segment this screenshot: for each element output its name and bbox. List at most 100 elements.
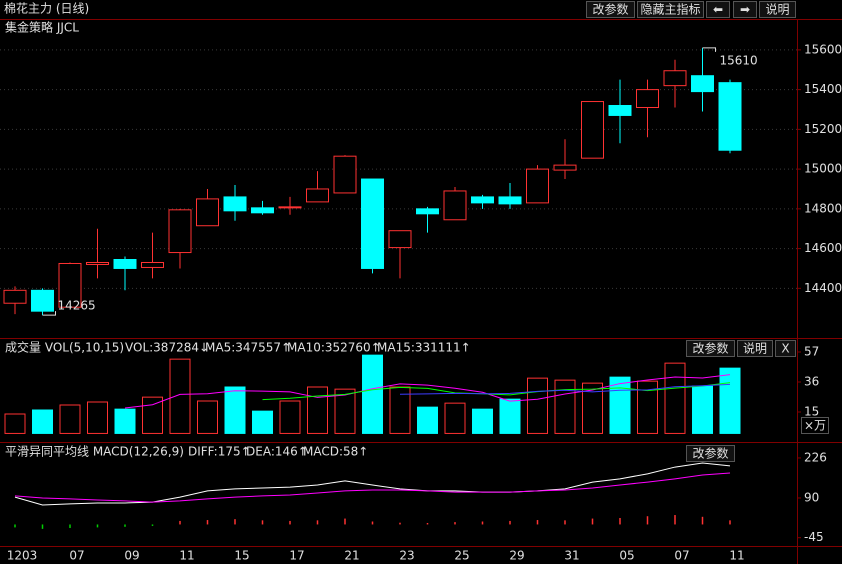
volume-bar xyxy=(169,358,191,434)
legend-entry: MA15:331111↑ xyxy=(377,341,471,355)
button[interactable] xyxy=(759,1,796,18)
button[interactable] xyxy=(737,340,773,357)
y-tick-label: 90 xyxy=(804,490,819,504)
candle-body xyxy=(471,196,494,204)
y-tick-label: 36 xyxy=(804,375,819,389)
volume-bar xyxy=(637,380,658,434)
legend-entry: MACD:58↑ xyxy=(303,445,368,459)
x-tick-label: 23 xyxy=(399,549,414,563)
y-tick-label: 14600 xyxy=(804,241,842,255)
y-tick-label: 15 xyxy=(804,405,819,419)
volume-bar xyxy=(527,377,548,434)
volume-bar xyxy=(664,362,686,434)
x-tick-label: 11 xyxy=(729,549,744,563)
volume-bar xyxy=(4,413,26,434)
macd-line xyxy=(14,472,731,503)
candle-body xyxy=(691,75,714,93)
candle-body xyxy=(223,196,247,212)
volume-bar xyxy=(59,404,81,434)
volume-bar xyxy=(32,409,53,434)
volume-bar xyxy=(692,385,713,434)
max-annotation: 15610 xyxy=(720,53,758,67)
button[interactable] xyxy=(686,445,735,462)
candle-body xyxy=(306,188,329,203)
candle-body xyxy=(608,105,632,116)
x-tick-label: 11 xyxy=(179,549,194,563)
ma-line xyxy=(262,382,731,401)
candle-body xyxy=(278,206,302,209)
y-tick-label: 14400 xyxy=(804,281,842,295)
vol-readout: VOL:387284↓ xyxy=(125,341,209,355)
legend-entry: MA10:352760↑ xyxy=(287,341,381,355)
x-tick-label: 07 xyxy=(69,549,84,563)
x-tick-label: 15 xyxy=(234,549,249,563)
button-label[interactable]: 改参数 xyxy=(692,446,728,461)
volume-bar xyxy=(87,401,108,434)
x-tick-label: 1203 xyxy=(7,549,38,563)
volume-bar xyxy=(142,396,163,434)
candle-body xyxy=(196,198,219,227)
x-tick-label: 21 xyxy=(344,549,359,563)
candle-body xyxy=(553,164,577,171)
volume-bar xyxy=(417,406,438,434)
volume-bar xyxy=(279,400,301,434)
candle-body xyxy=(718,82,742,151)
indicator-title: 集金策略 JJCL xyxy=(5,20,79,35)
volume-bar xyxy=(224,386,246,434)
button[interactable] xyxy=(706,1,730,18)
candle-body xyxy=(388,230,412,249)
volume-bar xyxy=(252,410,273,434)
annotation-line xyxy=(702,47,716,52)
button[interactable] xyxy=(586,1,635,18)
button[interactable] xyxy=(775,340,796,357)
button-label[interactable]: 改参数 xyxy=(692,341,728,356)
button-label[interactable]: 改参数 xyxy=(592,2,628,17)
unit-label: ×万 xyxy=(804,419,826,433)
x-tick-label: 31 xyxy=(564,549,579,563)
y-tick-label: -45 xyxy=(804,530,824,544)
button-label[interactable]: 说明 xyxy=(765,2,789,17)
volume-bar xyxy=(472,408,493,434)
candle-body xyxy=(251,207,274,214)
volume-bar xyxy=(719,367,741,434)
header-title: 棉花主力 (日线) xyxy=(4,1,89,16)
button[interactable] xyxy=(733,1,757,18)
legend-entry: DIFF:175↑ xyxy=(188,445,251,459)
legend-entry: DEA:146↑ xyxy=(246,445,308,459)
button-label[interactable]: 隐藏主指标 xyxy=(640,2,700,17)
candle-body xyxy=(663,70,687,87)
candle-body xyxy=(113,259,137,269)
y-tick-label: 15400 xyxy=(804,82,842,96)
candle-body xyxy=(526,168,549,204)
volume-bar xyxy=(444,402,466,434)
candle-body xyxy=(141,261,164,268)
volume-bar xyxy=(362,354,383,434)
macd-line xyxy=(14,462,731,506)
min-annotation: 14265 xyxy=(58,299,96,313)
button-label[interactable]: X xyxy=(781,342,789,356)
candle-body xyxy=(3,289,27,304)
y-tick-label: 14800 xyxy=(804,201,842,215)
button-label[interactable]: ⬅ xyxy=(713,3,723,17)
volume-bar xyxy=(307,386,328,434)
y-tick-label: 15000 xyxy=(804,162,842,176)
candle-body xyxy=(168,209,192,254)
x-tick-label: 07 xyxy=(674,549,689,563)
button[interactable] xyxy=(637,1,704,18)
candle-body xyxy=(498,196,522,205)
button[interactable] xyxy=(686,340,735,357)
panel-title: 成交量 VOL(5,10,15) xyxy=(5,340,124,355)
x-tick-label: 17 xyxy=(289,549,304,563)
button-label[interactable]: 说明 xyxy=(743,341,767,356)
button-label[interactable]: ➡ xyxy=(740,3,750,17)
candle-body xyxy=(581,101,604,159)
y-tick-label: 57 xyxy=(804,345,819,359)
x-tick-label: 25 xyxy=(454,549,469,563)
candle-body xyxy=(416,208,439,215)
volume-bar xyxy=(582,382,603,434)
panel-title: 平滑异同平均线 MACD(12,26,9) xyxy=(5,445,184,459)
